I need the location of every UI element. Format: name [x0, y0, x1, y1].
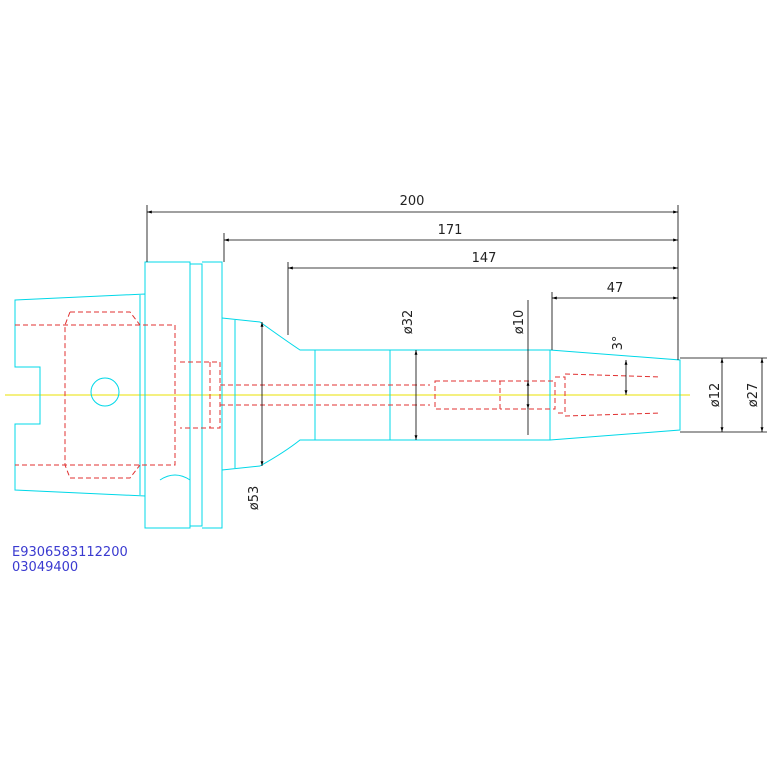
dim-12: ø12	[708, 383, 723, 408]
dim-angle: 3°	[611, 336, 626, 351]
dim-32: ø32	[401, 310, 416, 335]
outline	[5, 261, 690, 529]
dimension-texts: 200 171 147 47 ø32 ø10 3° ø53 ø12 ø27	[247, 194, 761, 510]
dim-200: 200	[400, 194, 425, 209]
dim-53: ø53	[247, 486, 262, 511]
dim-47: 47	[607, 281, 624, 296]
dim-171: 171	[438, 223, 463, 238]
dim-147: 147	[472, 251, 497, 266]
dim-10: ø10	[512, 310, 527, 335]
dimension-lines	[146, 205, 767, 466]
code: 03049400	[12, 560, 78, 575]
dim-27: ø27	[746, 383, 761, 408]
part-number: E9306583112200	[12, 545, 128, 560]
